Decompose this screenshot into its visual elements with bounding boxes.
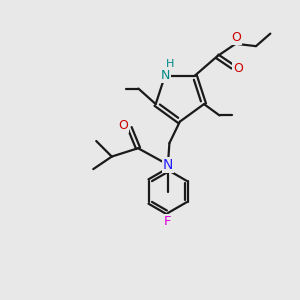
- Text: O: O: [231, 31, 241, 44]
- Text: N: N: [163, 158, 173, 172]
- Text: N: N: [160, 69, 170, 82]
- Text: O: O: [233, 62, 243, 75]
- Text: F: F: [164, 215, 172, 229]
- Text: O: O: [118, 119, 128, 132]
- Text: H: H: [166, 59, 175, 69]
